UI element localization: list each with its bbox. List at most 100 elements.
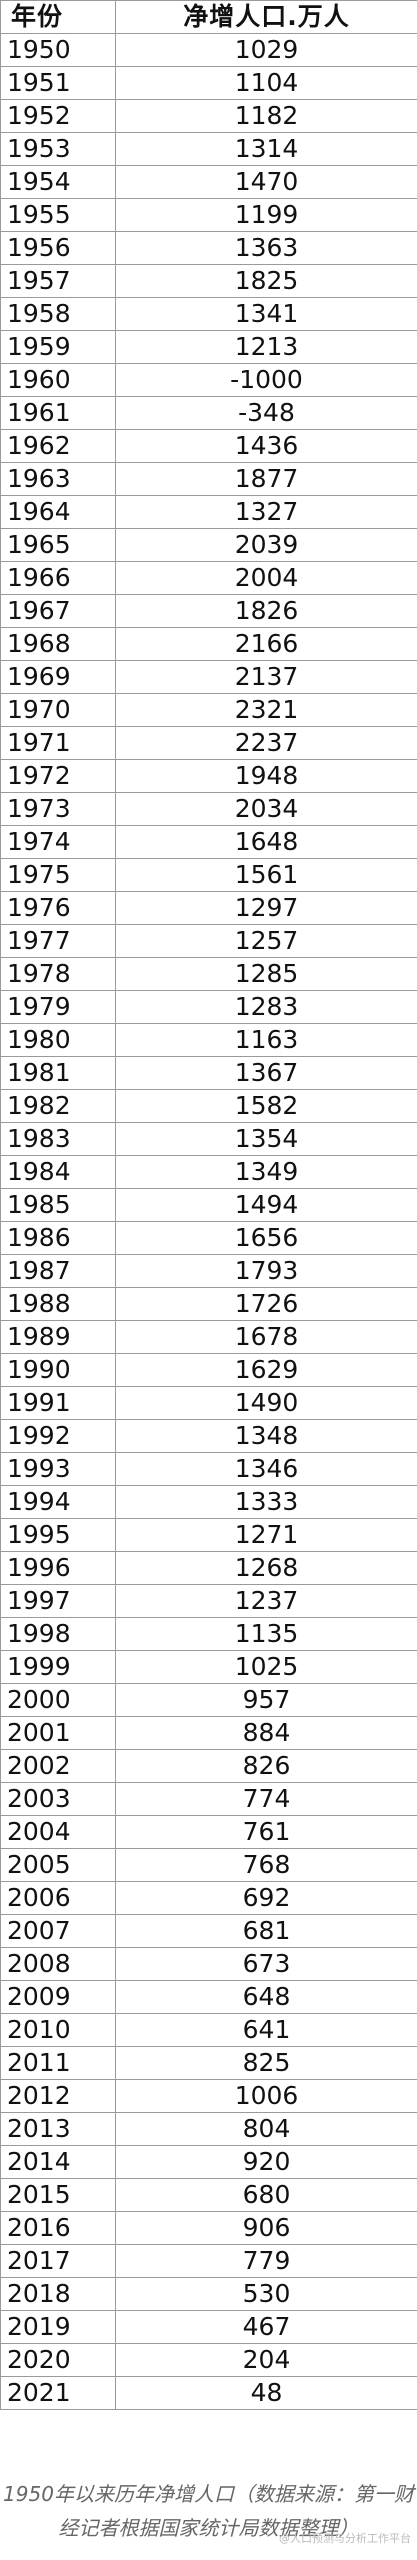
table-row: 1989 1678 [0, 1320, 417, 1354]
net-increase-cell: 1314 [115, 132, 417, 166]
net-increase-cell: 2166 [115, 627, 417, 661]
net-increase-cell: 1297 [115, 891, 417, 925]
year-cell: 2020 [0, 2343, 116, 2377]
header-net-increase: 净增人口.万人 [115, 0, 417, 34]
table-row: 1981 1367 [0, 1056, 417, 1090]
net-increase-cell: 2034 [115, 792, 417, 826]
net-increase-cell: 48 [115, 2376, 417, 2410]
net-increase-cell: 204 [115, 2343, 417, 2377]
net-increase-cell: 1826 [115, 594, 417, 628]
net-increase-cell: 680 [115, 2178, 417, 2212]
net-increase-cell: 920 [115, 2145, 417, 2179]
net-increase-cell: 1629 [115, 1353, 417, 1387]
year-cell: 1983 [0, 1122, 116, 1156]
net-increase-cell: 1470 [115, 165, 417, 199]
net-increase-cell: 673 [115, 1947, 417, 1981]
year-cell: 1981 [0, 1056, 116, 1090]
year-cell: 1967 [0, 594, 116, 628]
table-row: 1968 2166 [0, 627, 417, 661]
net-increase-cell: 1494 [115, 1188, 417, 1222]
table-row: 2003 774 [0, 1782, 417, 1816]
table-row: 1969 2137 [0, 660, 417, 694]
year-cell: 1956 [0, 231, 116, 265]
table-row: 2009 648 [0, 1980, 417, 2014]
year-cell: 1968 [0, 627, 116, 661]
table-row: 1970 2321 [0, 693, 417, 727]
table-row: 1971 2237 [0, 726, 417, 760]
net-increase-cell: 1283 [115, 990, 417, 1024]
year-cell: 1974 [0, 825, 116, 859]
year-cell: 1995 [0, 1518, 116, 1552]
table-row: 1975 1561 [0, 858, 417, 892]
net-increase-cell: 641 [115, 2013, 417, 2047]
net-increase-cell: 1135 [115, 1617, 417, 1651]
net-increase-cell: 2004 [115, 561, 417, 595]
table-row: 1992 1348 [0, 1419, 417, 1453]
table-row: 2008 673 [0, 1947, 417, 1981]
table-row: 2021 48 [0, 2376, 417, 2410]
table-row: 2017 779 [0, 2244, 417, 2278]
table-row: 1951 1104 [0, 66, 417, 100]
year-cell: 1975 [0, 858, 116, 892]
year-cell: 1993 [0, 1452, 116, 1486]
net-increase-cell: 648 [115, 1980, 417, 2014]
table-row: 2001 884 [0, 1716, 417, 1750]
year-cell: 1988 [0, 1287, 116, 1321]
net-increase-cell: 779 [115, 2244, 417, 2278]
year-cell: 2007 [0, 1914, 116, 1948]
net-increase-cell: 1268 [115, 1551, 417, 1585]
table-row: 2015 680 [0, 2178, 417, 2212]
year-cell: 1985 [0, 1188, 116, 1222]
net-increase-cell: 1436 [115, 429, 417, 463]
net-increase-cell: 692 [115, 1881, 417, 1915]
year-cell: 1973 [0, 792, 116, 826]
year-cell: 1961 [0, 396, 116, 430]
year-cell: 1979 [0, 990, 116, 1024]
year-cell: 1990 [0, 1353, 116, 1387]
table-row: 2013 804 [0, 2112, 417, 2146]
year-cell: 1951 [0, 66, 116, 100]
year-cell: 2012 [0, 2079, 116, 2113]
year-cell: 1957 [0, 264, 116, 298]
header-year: 年份 [0, 0, 116, 34]
year-cell: 1991 [0, 1386, 116, 1420]
net-increase-cell: 826 [115, 1749, 417, 1783]
table-row: 1999 1025 [0, 1650, 417, 1684]
table-row: 1977 1257 [0, 924, 417, 958]
year-cell: 1971 [0, 726, 116, 760]
net-increase-cell: 1648 [115, 825, 417, 859]
table-row: 1985 1494 [0, 1188, 417, 1222]
net-increase-cell: 1582 [115, 1089, 417, 1123]
table-row: 1950 1029 [0, 33, 417, 67]
year-cell: 2018 [0, 2277, 116, 2311]
year-cell: 2003 [0, 1782, 116, 1816]
net-increase-cell: 1793 [115, 1254, 417, 1288]
table-row: 1952 1182 [0, 99, 417, 133]
table-row: 1980 1163 [0, 1023, 417, 1057]
table-row: 1982 1582 [0, 1089, 417, 1123]
year-cell: 2005 [0, 1848, 116, 1882]
table-row: 1967 1826 [0, 594, 417, 628]
caption-line-2: 经记者根据国家统计局数据整理） [58, 2516, 359, 2540]
year-cell: 2000 [0, 1683, 116, 1717]
year-cell: 1965 [0, 528, 116, 562]
net-increase-cell: 1341 [115, 297, 417, 331]
net-increase-cell: 2237 [115, 726, 417, 760]
table-body: 1950 1029 1951 1104 1952 1182 1953 1314 1954 1470… [0, 33, 417, 2410]
table-row: 1962 1436 [0, 429, 417, 463]
watermark: @人口预测与分析工作平台 [279, 2532, 411, 2545]
net-increase-cell: 768 [115, 1848, 417, 1882]
net-increase-cell: 1104 [115, 66, 417, 100]
table-header-row: 年份 净增人口.万人 [0, 0, 417, 34]
year-cell: 1992 [0, 1419, 116, 1453]
net-increase-cell: 530 [115, 2277, 417, 2311]
table-row: 1956 1363 [0, 231, 417, 265]
table-row: 1998 1135 [0, 1617, 417, 1651]
year-cell: 2008 [0, 1947, 116, 1981]
year-cell: 1954 [0, 165, 116, 199]
year-cell: 2019 [0, 2310, 116, 2344]
table-row: 1978 1285 [0, 957, 417, 991]
net-increase-cell: 1367 [115, 1056, 417, 1090]
table-row: 1994 1333 [0, 1485, 417, 1519]
